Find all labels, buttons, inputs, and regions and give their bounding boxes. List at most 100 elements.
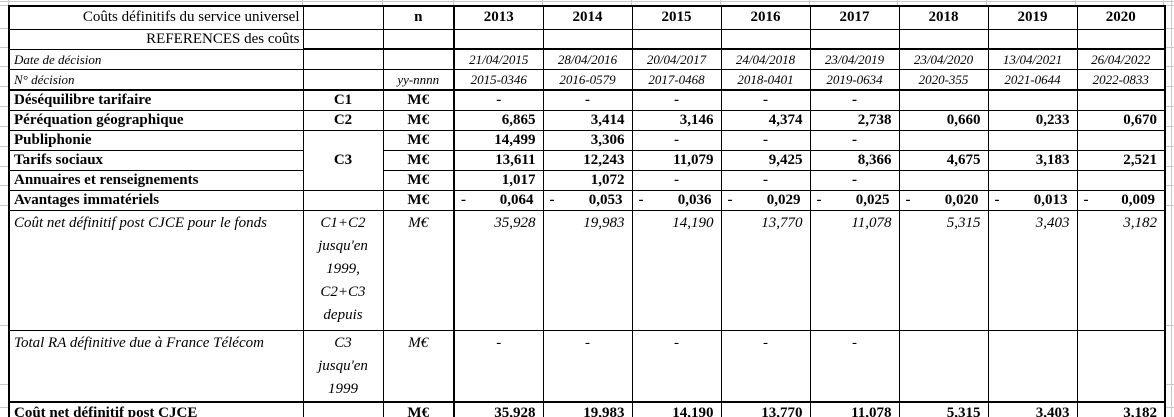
empty-cell bbox=[1076, 130, 1166, 151]
value-cell: 12,243 bbox=[542, 150, 633, 171]
costs-table: Coûts définitifs du service universel n … bbox=[8, 5, 1166, 417]
gridline bbox=[631, 0, 632, 5]
year-header: 2019 bbox=[987, 5, 1078, 30]
negative-value-cell: - 0,020 bbox=[898, 190, 989, 211]
value-cell: 2,738 bbox=[809, 110, 900, 131]
negative-value-cell: - 0,036 bbox=[631, 190, 722, 211]
dash-cell: - bbox=[720, 89, 811, 111]
value-cell: 4,675 bbox=[898, 150, 989, 171]
unit-cell: M€ bbox=[382, 89, 455, 111]
value-cell: 5,315 bbox=[898, 401, 989, 417]
row-label-publiphonie: Publiphonie bbox=[8, 130, 304, 151]
code-formula-total-ra: C3 jusqu'en 1999 bbox=[302, 330, 384, 403]
value-cell: 4,374 bbox=[720, 110, 811, 131]
gridline bbox=[1164, 166, 1174, 167]
unit-cell: M€ bbox=[382, 170, 455, 191]
empty-cell bbox=[987, 89, 1078, 111]
value-cell: 3,414 bbox=[542, 110, 633, 131]
year-header: 2017 bbox=[809, 5, 900, 30]
empty-cell bbox=[382, 48, 455, 70]
value-cell: 3,182 bbox=[1076, 210, 1166, 331]
code-line: 1999 bbox=[328, 381, 358, 397]
decision-number: 2017-0468 bbox=[631, 69, 722, 91]
code-line: C2+C3 bbox=[320, 284, 366, 300]
dash-cell: - bbox=[631, 330, 722, 403]
gridline bbox=[0, 166, 8, 167]
value-cell: 14,190 bbox=[631, 401, 722, 417]
dash-cell: - bbox=[542, 89, 633, 111]
gridline bbox=[0, 146, 8, 147]
gridline bbox=[0, 407, 8, 408]
code-c3: C3 bbox=[302, 130, 384, 191]
decision-number: 2022-0833 bbox=[1076, 69, 1166, 91]
code-formula-fonds: C1+C2 jusqu'en 1999, C2+C3 depuis bbox=[302, 210, 384, 331]
gridline bbox=[1164, 407, 1174, 408]
empty-cell bbox=[302, 69, 384, 91]
value-cell: 5,315 bbox=[898, 210, 989, 331]
table-row: Publiphonie C3 M€ 14,499 3,306 - - - bbox=[8, 130, 1166, 191]
gridline bbox=[0, 1, 1174, 2]
year-header: 2013 bbox=[453, 5, 544, 30]
code-line: depuis bbox=[323, 307, 363, 323]
negative-value-cell: - 0,025 bbox=[809, 190, 900, 211]
minus-sign: - bbox=[549, 192, 555, 208]
value-cell: 3,403 bbox=[987, 401, 1078, 417]
value-cell: 9,425 bbox=[720, 150, 811, 171]
costs-table-wrapper: Coûts définitifs du service universel n … bbox=[8, 5, 1166, 417]
dash-cell: - bbox=[453, 89, 544, 111]
date-value: 23/04/2019 bbox=[809, 48, 900, 70]
value-cell: 35,928 bbox=[453, 401, 544, 417]
code-line: C3 bbox=[334, 335, 352, 351]
gridline bbox=[897, 0, 898, 5]
gridline bbox=[1164, 28, 1174, 29]
decision-number: 2018-0401 bbox=[720, 69, 811, 91]
dash-cell: - bbox=[542, 330, 633, 403]
gridline bbox=[0, 86, 8, 87]
table-row: Total RA définitive due à France Télécom… bbox=[8, 330, 1166, 403]
negative-value-cell: - 0,064 bbox=[453, 190, 544, 211]
table-row: Coût net définitif post CJCE M€ 35,928 1… bbox=[8, 401, 1166, 417]
value-cell: 14,499 bbox=[453, 130, 544, 151]
gridline bbox=[0, 185, 8, 186]
value-cell: 11,078 bbox=[809, 401, 900, 417]
table-row: N° décision yy-nnnn 2015-0346 2016-0579 … bbox=[8, 69, 1166, 91]
code-line: jusqu'en bbox=[318, 358, 368, 374]
unit-cell: M€ bbox=[382, 130, 455, 151]
empty-cell bbox=[898, 89, 989, 111]
dash-cell: - bbox=[631, 130, 722, 151]
value-cell: 3,183 bbox=[987, 150, 1078, 171]
unit-cell: M€ bbox=[382, 330, 455, 403]
table-row: Déséquilibre tarifaire C1 M€ - - - - - bbox=[8, 89, 1166, 111]
empty-cell bbox=[898, 330, 989, 403]
empty-cell bbox=[898, 28, 989, 50]
table-row: Avantages immatériels M€ -0,064 -0,053 -… bbox=[8, 190, 1166, 211]
empty-cell bbox=[1076, 170, 1166, 191]
row-label-avantages: Avantages immatériels bbox=[8, 190, 304, 211]
table-title-line2: REFERENCES des coûts bbox=[8, 28, 304, 50]
value: 0,064 bbox=[499, 192, 534, 208]
gridline bbox=[0, 126, 8, 127]
negative-value-cell: - 0,013 bbox=[987, 190, 1078, 211]
empty-cell bbox=[987, 28, 1078, 50]
unit-cell: M€ bbox=[382, 210, 455, 331]
code-c1: C1 bbox=[302, 89, 384, 111]
dash-cell: - bbox=[631, 89, 722, 111]
value-cell: 0,670 bbox=[1076, 110, 1166, 131]
gridline bbox=[382, 0, 383, 5]
unit-cell: M€ bbox=[382, 110, 455, 131]
empty-cell bbox=[809, 28, 900, 50]
empty-cell bbox=[302, 401, 384, 417]
minus-sign: - bbox=[638, 192, 644, 208]
empty-cell bbox=[1076, 330, 1166, 403]
dash-cell: - bbox=[720, 330, 811, 403]
value-cell: 11,079 bbox=[631, 150, 722, 171]
row-label-total: Coût net définitif post CJCE bbox=[8, 401, 304, 417]
year-header: 2020 bbox=[1076, 5, 1166, 30]
value-cell: 11,078 bbox=[809, 210, 900, 331]
empty-cell bbox=[720, 28, 811, 50]
gridline bbox=[0, 106, 8, 107]
decision-number: 2020-355 bbox=[898, 69, 989, 91]
value-cell: 1,072 bbox=[542, 170, 633, 191]
value-cell: 1,017 bbox=[453, 170, 544, 191]
